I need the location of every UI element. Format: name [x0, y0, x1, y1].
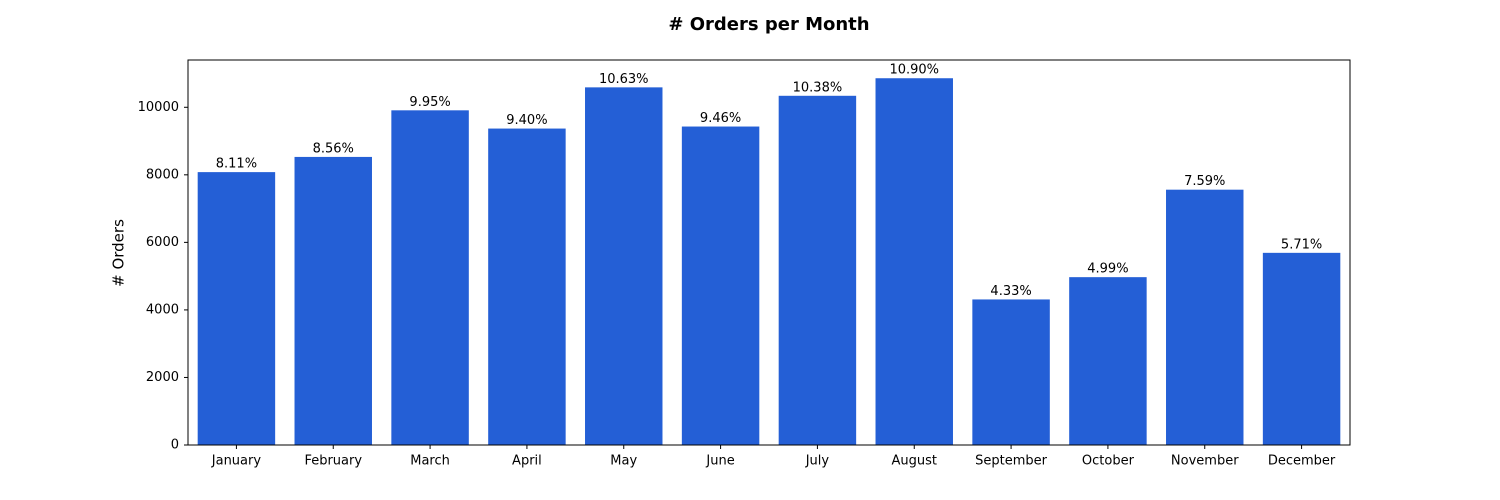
data-label: 5.71%	[1281, 237, 1322, 252]
x-tick-label: August	[892, 454, 938, 469]
x-tick-label: October	[1082, 454, 1135, 469]
plot-frame	[187, 59, 1351, 446]
bar	[488, 128, 566, 446]
data-label: 4.33%	[990, 284, 1031, 299]
bar	[681, 126, 760, 445]
data-label: 9.40%	[506, 113, 547, 128]
x-tick-label: February	[304, 454, 362, 469]
bar	[875, 78, 953, 445]
x-tick-label: July	[805, 454, 830, 469]
data-label: 10.90%	[889, 63, 939, 78]
bar	[1262, 252, 1341, 445]
data-label: 10.38%	[793, 80, 843, 95]
y-tick-label: 4000	[146, 302, 179, 317]
data-label: 10.63%	[599, 72, 649, 87]
bar	[585, 87, 663, 446]
x-tick-label: April	[512, 454, 542, 469]
bar	[972, 299, 1050, 445]
bar	[197, 172, 276, 445]
x-tick-label: May	[610, 454, 637, 469]
bar	[1166, 189, 1244, 445]
x-tick-label: November	[1171, 454, 1239, 469]
bar	[294, 156, 372, 445]
y-tick-label: 2000	[146, 370, 179, 385]
x-tick-label: January	[211, 454, 262, 469]
data-label: 8.56%	[313, 141, 354, 156]
data-label: 9.46%	[700, 111, 741, 126]
data-label: 9.95%	[409, 95, 450, 110]
y-tick-label: 10000	[138, 100, 179, 115]
x-tick-label: March	[410, 454, 450, 469]
data-label: 8.11%	[216, 157, 257, 172]
bar	[391, 110, 469, 445]
y-tick-label: 0	[171, 438, 179, 453]
x-tick-label: December	[1268, 454, 1336, 469]
x-tick-label: September	[975, 454, 1048, 469]
data-label: 7.59%	[1184, 174, 1225, 189]
bar	[778, 95, 857, 445]
y-axis-label: # Orders	[110, 219, 128, 287]
x-tick-label: June	[705, 454, 734, 469]
chart-title: # Orders per Month	[668, 14, 869, 35]
data-label: 4.99%	[1087, 262, 1128, 277]
y-tick-label: 8000	[146, 167, 179, 182]
y-tick-label: 6000	[146, 235, 179, 250]
bar	[1069, 277, 1147, 445]
